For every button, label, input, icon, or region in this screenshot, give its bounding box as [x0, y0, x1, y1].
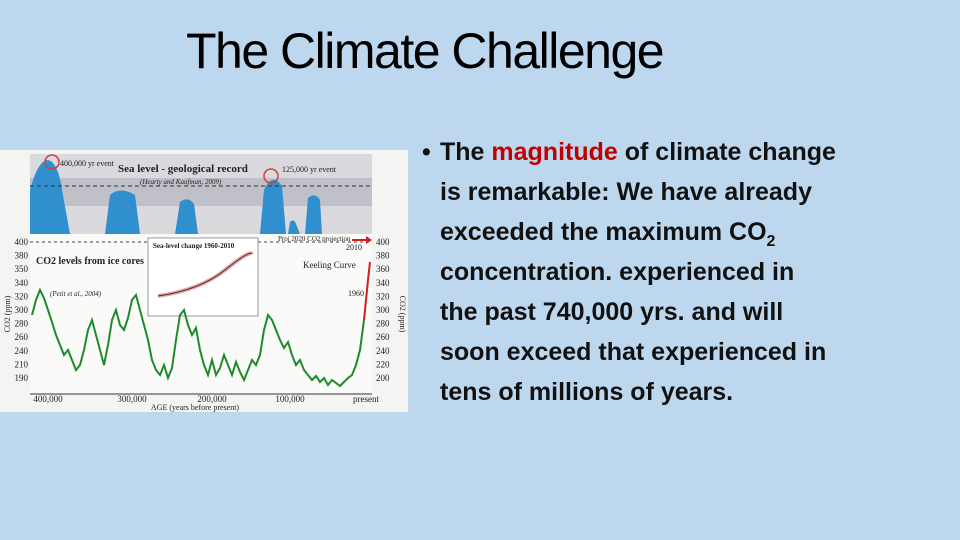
- inset: [147, 237, 259, 317]
- figure-labels: Sea level - geological record (Hearty an…: [3, 159, 407, 412]
- x-tick-label: 400,000: [33, 394, 63, 404]
- label: Sea-level change 1960-2010: [153, 242, 235, 250]
- keeling-line: [363, 261, 371, 321]
- text-line: is remarkable: We have already: [440, 178, 812, 206]
- y-tick-label: 210: [15, 359, 29, 369]
- text-line: exceeded the maximum CO2: [420, 212, 836, 252]
- y-tick-label: 280: [376, 319, 390, 329]
- x-tick-label: 200,000: [197, 394, 227, 404]
- text-line: the past 740,000 yrs. and will: [440, 298, 784, 326]
- co2-line: [31, 287, 365, 388]
- text-line: soon exceed that experienced in: [440, 338, 827, 366]
- x-tick-label: 300,000: [117, 394, 147, 404]
- axis-title: CO2 (ppm): [398, 296, 407, 333]
- subscript: 2: [766, 233, 776, 250]
- y-tick-label: 220: [376, 359, 390, 369]
- label: 125,000 yr event: [282, 165, 337, 174]
- y-tick-label: 400: [376, 237, 390, 247]
- inset-curve: [157, 252, 253, 297]
- y-tick-label: 320: [376, 291, 390, 301]
- label: Keeling Curve: [303, 260, 356, 270]
- highlight-circle: [44, 154, 60, 170]
- y-tick-label: 300: [15, 305, 29, 315]
- label: (Petit et al., 2004): [50, 290, 102, 298]
- y-tick-label: 340: [15, 278, 29, 288]
- y-tick-label: 280: [15, 319, 29, 329]
- bullet-dot: •: [422, 138, 431, 166]
- label: 400,000 yr event: [60, 159, 115, 168]
- highlight-circle: [263, 168, 279, 184]
- text: The: [440, 138, 492, 166]
- y-tick-label: 340: [376, 278, 390, 288]
- y-tick-label: 260: [376, 332, 390, 342]
- y-tick-label: 360: [376, 264, 390, 274]
- text-line: The magnitude of climate change: [420, 132, 836, 172]
- sea-level-area: [30, 160, 322, 234]
- label: (Hearty and Kaufman, 2009): [140, 178, 222, 186]
- text-line: concentration. experienced in: [440, 258, 795, 286]
- label: Sea level - geological record: [118, 163, 248, 175]
- x-tick-label: present: [353, 394, 379, 404]
- y-tick-label: 260: [15, 332, 29, 342]
- y-tick-label: 300: [376, 305, 390, 315]
- slide-title: The Climate Challenge: [186, 23, 665, 79]
- y-tick-label: 380: [376, 251, 390, 261]
- y-tick-label: 240: [15, 346, 29, 356]
- label: 2010: [346, 243, 362, 252]
- text-line: tens of millions of years.: [440, 378, 734, 406]
- y-tick-label: 200: [376, 373, 390, 383]
- y-tick-label: 380: [15, 251, 29, 261]
- figure: Sea level - geological record (Hearty an…: [0, 150, 408, 412]
- axis-title: CO2 (ppm): [3, 295, 12, 332]
- axis-title: AGE (years before present): [151, 403, 240, 412]
- label: CO2 levels from ice cores: [36, 256, 144, 267]
- label: Proj 2020 CO2 projection: [278, 235, 351, 243]
- y-tick-label: 190: [15, 373, 29, 383]
- label: 1960: [348, 289, 364, 298]
- text: exceeded the maximum CO: [440, 218, 767, 246]
- y-tick-label: 240: [376, 346, 390, 356]
- bullet-text: • The magnitude of climate change is rem…: [420, 132, 836, 412]
- y-tick-label: 320: [15, 291, 29, 301]
- text: of climate change: [617, 138, 836, 166]
- highlight: magnitude: [491, 138, 618, 166]
- y-tick-label: 350: [15, 264, 29, 274]
- x-tick-label: 100,000: [275, 394, 305, 404]
- y-tick-label: 400: [15, 237, 29, 247]
- arrow: [352, 236, 372, 244]
